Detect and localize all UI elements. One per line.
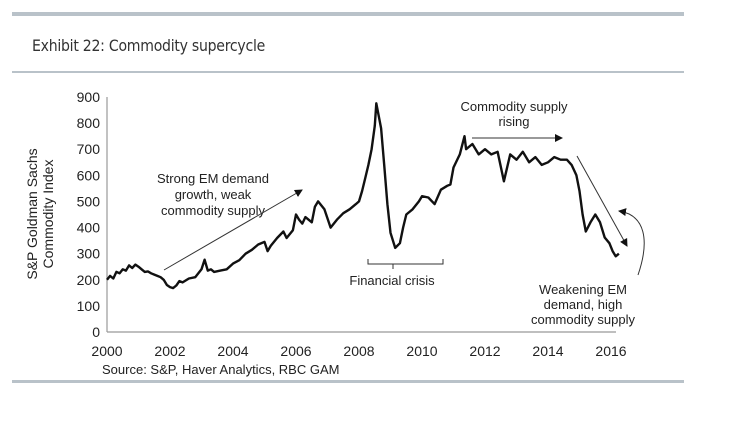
y-tick-label: 900	[77, 89, 101, 105]
x-tick-label: 2014	[532, 343, 563, 359]
x-tick-label: 2004	[217, 343, 248, 359]
y-tick-label: 0	[92, 324, 100, 340]
x-tick-label: 2010	[406, 343, 437, 359]
svg-text:demand, high: demand, high	[544, 297, 623, 312]
y-tick-label: 200	[77, 272, 101, 288]
annotation-em-demand: Strong EM demand growth, weak commodity …	[157, 171, 269, 218]
y-tick-label: 800	[77, 115, 101, 131]
y-tick-label: 700	[77, 141, 101, 157]
x-tick-label: 2016	[595, 343, 626, 359]
source-note: Source: S&P, Haver Analytics, RBC GAM	[102, 362, 339, 377]
arrow-down-icon	[576, 155, 628, 247]
svg-text:growth, weak: growth, weak	[175, 187, 252, 202]
annotation-weakening-em: Weakening EM demand, high commodity supp…	[531, 282, 636, 327]
y-tick-label: 500	[77, 193, 101, 209]
svg-text:Strong EM demand: Strong EM demand	[157, 171, 269, 186]
top-rule	[12, 12, 684, 16]
series-line	[106, 102, 620, 290]
curved-arrow-icon	[618, 208, 645, 276]
y-tick-label: 600	[77, 167, 101, 183]
svg-text:commodity supply: commodity supply	[531, 312, 636, 327]
x-tick-label: 2006	[280, 343, 311, 359]
x-tick-label: 2008	[343, 343, 374, 359]
y-axis-label: S&P Goldman SachsCommodity Index	[24, 148, 56, 279]
svg-text:Commodity supply: Commodity supply	[461, 99, 568, 114]
svg-text:commodity supply: commodity supply	[161, 203, 266, 218]
x-tick-label: 2012	[469, 343, 500, 359]
annotation-supply-rising: Commodity supply rising	[461, 99, 568, 129]
x-tick-label: 2000	[91, 343, 122, 359]
y-tick-label: 100	[77, 298, 101, 314]
financial-crisis-bracket	[367, 259, 444, 269]
bottom-rule	[12, 380, 684, 383]
x-tick-label: 2002	[154, 343, 185, 359]
svg-text:rising: rising	[498, 114, 529, 129]
annotation-financial-crisis: Financial crisis	[349, 273, 435, 288]
title-rule	[12, 71, 684, 73]
svg-text:Weakening EM: Weakening EM	[539, 282, 627, 297]
arrow-up-icon	[163, 189, 303, 271]
y-tick-label: 300	[77, 246, 101, 262]
y-tick-label: 400	[77, 220, 101, 236]
chart-title: Exhibit 22: Commodity supercycle	[32, 36, 266, 55]
